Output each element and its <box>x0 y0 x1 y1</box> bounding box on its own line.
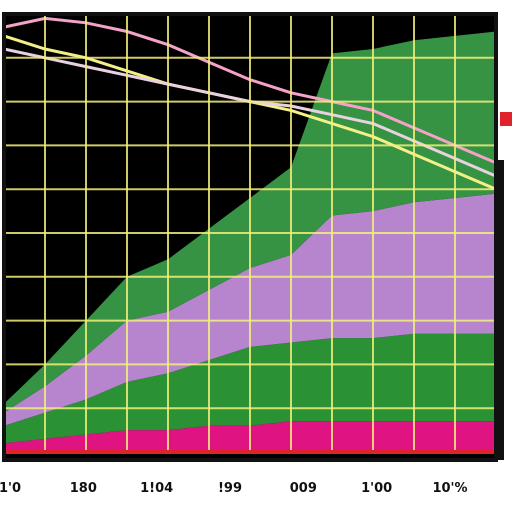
x-tick-label: !99 <box>218 481 242 496</box>
x-tick-label: 1'0 <box>0 481 21 496</box>
x-tick-labels: 1'0 180 1!04 !99 009 1'00 10'% <box>0 481 468 496</box>
x-tick-label: 10'% <box>432 481 467 496</box>
x-tick-label: 1'00 <box>361 481 392 496</box>
x-tick-label: 009 <box>290 481 317 496</box>
x-tick-label: 180 <box>70 481 97 496</box>
right-accent-marker <box>500 112 512 126</box>
x-tick-label: 1!04 <box>140 481 173 496</box>
right-edge-bar <box>498 160 504 460</box>
plot-border <box>2 12 498 462</box>
